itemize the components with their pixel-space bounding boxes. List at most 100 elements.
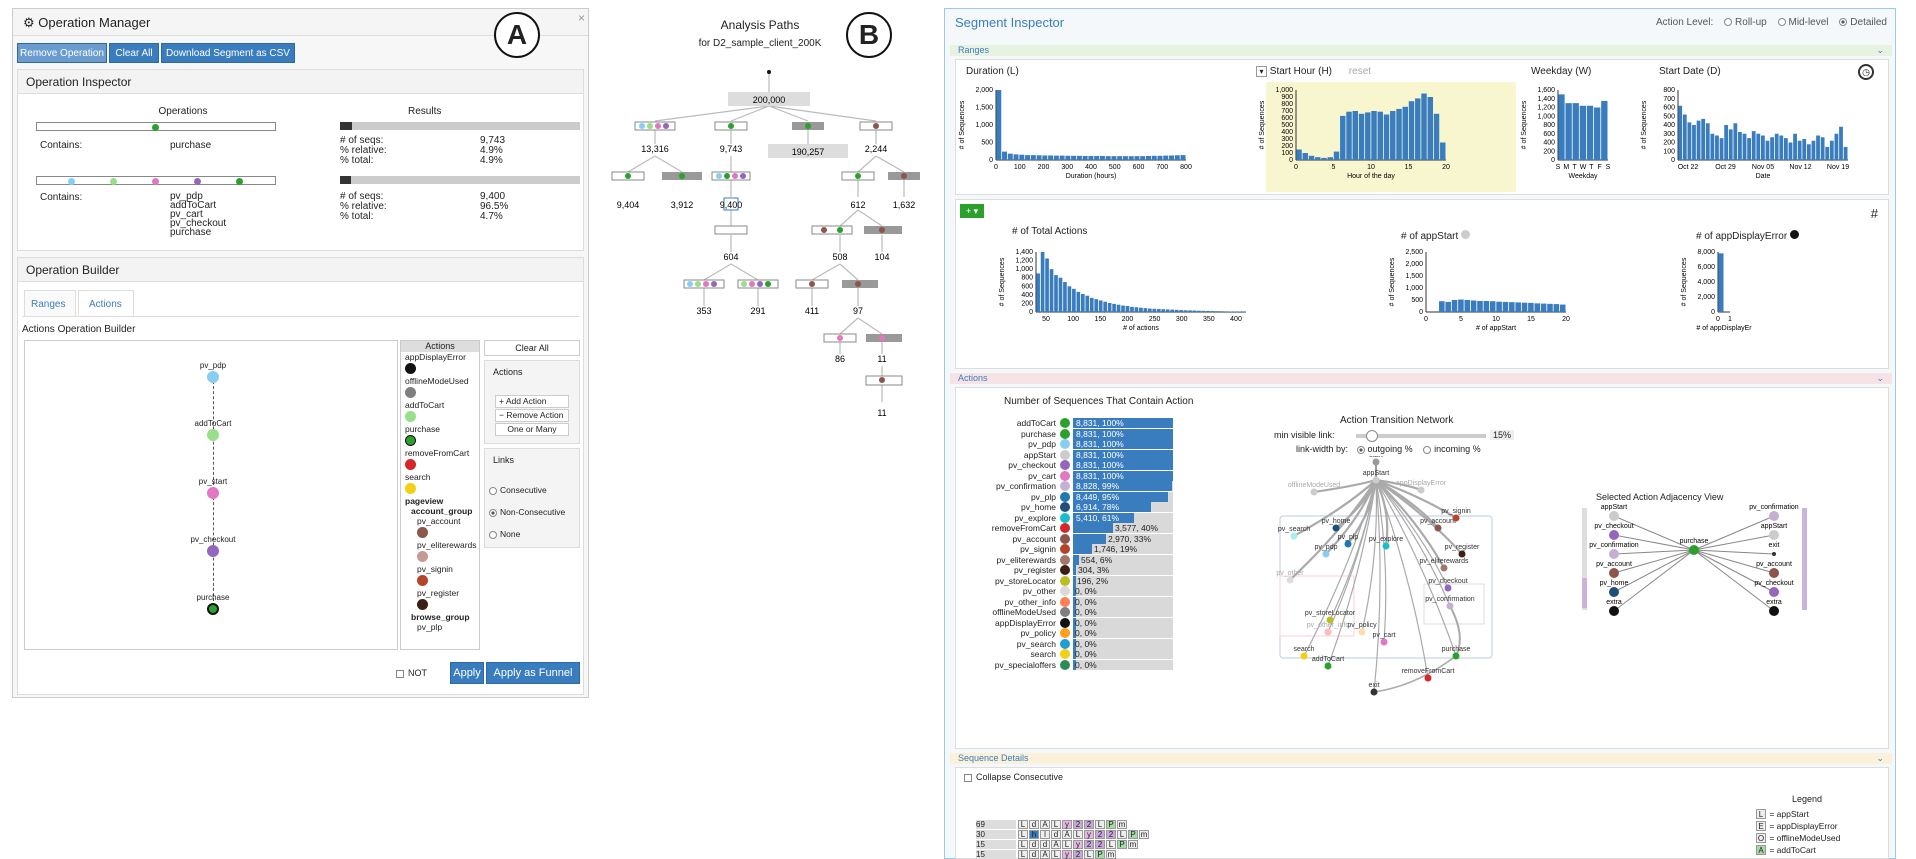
histogram-bar[interactable] — [1377, 111, 1383, 160]
network-node[interactable] — [1370, 688, 1378, 696]
network-node[interactable] — [1380, 638, 1388, 646]
histogram-bar[interactable] — [1558, 94, 1565, 160]
histogram-bar[interactable] — [1724, 125, 1729, 160]
action-item[interactable]: pv_account — [417, 516, 461, 526]
remove-operation-button[interactable]: Remove Operation — [17, 43, 107, 63]
histogram-bar[interactable] — [1445, 301, 1451, 312]
histogram-bar[interactable] — [1156, 309, 1161, 312]
network-node[interactable] — [1290, 532, 1298, 540]
action-dot[interactable] — [405, 435, 416, 446]
histogram-bar[interactable] — [1072, 288, 1076, 312]
histogram-bar[interactable] — [1761, 135, 1765, 161]
radio[interactable] — [1724, 18, 1733, 27]
action-row-bar[interactable] — [1073, 554, 1079, 565]
adjacency-node[interactable] — [1609, 549, 1619, 559]
histogram-bar[interactable] — [1134, 307, 1139, 312]
histogram-bar[interactable] — [1825, 146, 1830, 160]
histogram-bar[interactable] — [1586, 105, 1594, 160]
histogram-bar[interactable] — [1165, 309, 1170, 312]
adjacency-node[interactable] — [1769, 511, 1779, 521]
histogram-bar[interactable] — [1019, 154, 1025, 160]
action-dot[interactable] — [405, 483, 416, 494]
histogram-bar[interactable] — [1179, 310, 1183, 312]
histogram-bar[interactable] — [1117, 156, 1123, 160]
apply-funnel-button[interactable]: Apply as Funnel — [486, 662, 580, 684]
histogram-bar[interactable] — [1140, 156, 1146, 160]
analysis-tree[interactable]: 200,000 13,316 9,743 190,257 2,244 9,404… — [600, 60, 930, 430]
histogram-bar[interactable] — [1116, 304, 1121, 312]
remove-action-button[interactable]: − Remove Action — [495, 409, 569, 422]
flow-node-purchase[interactable] — [207, 603, 219, 615]
histogram-bar[interactable] — [1728, 129, 1733, 160]
network-node[interactable] — [1444, 584, 1452, 592]
action-row-dot[interactable] — [1060, 544, 1070, 554]
histogram-bar[interactable] — [1489, 301, 1496, 312]
network-node[interactable] — [1446, 602, 1454, 610]
histogram-bar[interactable] — [1321, 157, 1327, 160]
action-row-dot[interactable] — [1060, 533, 1070, 544]
histogram-bar[interactable] — [1210, 311, 1215, 312]
action-row-bar[interactable] — [1073, 628, 1076, 638]
action-row-bar[interactable] — [1073, 617, 1076, 628]
action-row-bar[interactable] — [1073, 565, 1076, 575]
action-row-bar[interactable] — [1073, 596, 1076, 607]
pageview-group[interactable]: pageview — [405, 496, 444, 506]
action-row-bar[interactable] — [1073, 502, 1151, 512]
adjacency-node[interactable] — [1609, 587, 1619, 597]
action-row-bar[interactable] — [1073, 428, 1173, 439]
slider-handle[interactable] — [1366, 430, 1378, 442]
action-row-bar[interactable] — [1073, 586, 1076, 596]
action-dot[interactable] — [417, 575, 428, 586]
action-row-dot[interactable] — [1060, 659, 1070, 670]
download-csv-button[interactable]: Download Segment as CSV — [161, 43, 295, 63]
histogram-bar[interactable] — [1559, 304, 1566, 312]
radio[interactable] — [489, 530, 497, 539]
histogram-bar[interactable] — [1036, 273, 1040, 312]
histogram-bar[interactable] — [1036, 155, 1042, 160]
histogram-bar[interactable] — [1163, 155, 1169, 160]
action-row-bar[interactable] — [1073, 439, 1173, 449]
clear-all-actions-button[interactable]: Clear All — [484, 340, 580, 356]
histogram-bar[interactable] — [1793, 133, 1797, 160]
histogram-bar[interactable] — [1042, 155, 1048, 160]
link-non-consecutive[interactable]: Non-Consecutive — [489, 507, 565, 517]
histogram-bar[interactable] — [1098, 300, 1103, 312]
histogram-bar[interactable] — [1553, 304, 1560, 312]
histogram-bar[interactable] — [1219, 311, 1224, 312]
histogram-bar[interactable] — [1107, 303, 1112, 312]
histogram-bar[interactable] — [1692, 125, 1696, 160]
histogram-bar[interactable] — [1797, 140, 1802, 160]
histogram-bar[interactable] — [1128, 156, 1134, 160]
histogram-bar[interactable] — [1352, 111, 1358, 160]
histogram-bar[interactable] — [1502, 301, 1509, 312]
histogram-bar[interactable] — [1464, 300, 1471, 312]
chevron-down-icon[interactable]: ⌄ — [1876, 753, 1884, 763]
histogram-bar[interactable] — [1088, 155, 1094, 160]
flow-node-pv-cart[interactable] — [207, 487, 219, 499]
network-node[interactable] — [1382, 542, 1390, 550]
action-row-bar[interactable] — [1073, 481, 1172, 491]
action-row-bar[interactable] — [1073, 418, 1173, 428]
adjacency-view[interactable]: appStart pv_checkout pv_confirmation pv_acc… — [1576, 500, 1816, 620]
link-consecutive[interactable]: Consecutive — [489, 485, 547, 495]
action-row-dot[interactable] — [1060, 649, 1070, 659]
histogram-bar[interactable] — [1509, 302, 1515, 312]
histogram-bar[interactable] — [1421, 93, 1427, 161]
action-row-dot[interactable] — [1060, 617, 1070, 628]
histogram-bar[interactable] — [1843, 146, 1848, 160]
close-icon[interactable]: × — [578, 11, 586, 25]
histogram-bar[interactable] — [1148, 308, 1152, 312]
network-node[interactable] — [1344, 540, 1352, 548]
tree-node[interactable] — [728, 92, 810, 106]
histogram-bar[interactable] — [1065, 155, 1071, 160]
radio[interactable] — [1423, 445, 1432, 454]
histogram-bar[interactable] — [1774, 133, 1779, 160]
transition-network[interactable]: start appStart offlineModeUsed appDisplayEr… — [1266, 456, 1536, 696]
action-row-bar[interactable] — [1073, 491, 1168, 502]
dropdown-icon[interactable]: ▾ — [1256, 66, 1267, 77]
histogram-bar[interactable] — [1396, 108, 1402, 160]
histogram-bar[interactable] — [1143, 308, 1148, 312]
